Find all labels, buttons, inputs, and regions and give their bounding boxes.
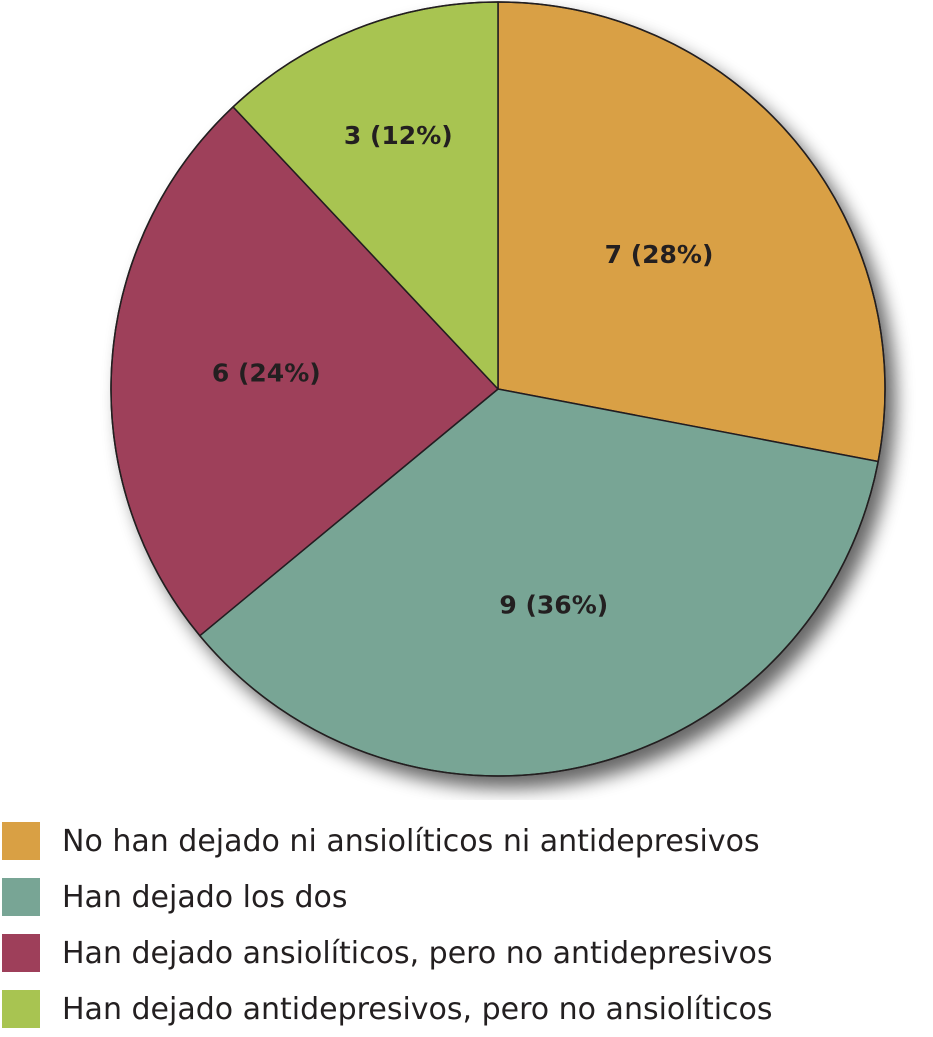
slice-label-2: 9 (36%)	[499, 590, 608, 619]
legend-swatch	[2, 990, 40, 1028]
legend-label: Han dejado ansiolíticos, pero no antidep…	[62, 935, 773, 971]
legend-label: Han dejado los dos	[62, 879, 348, 915]
legend-label: Han dejado antidepresivos, pero no ansio…	[62, 991, 773, 1027]
pie-slices	[110, 1, 886, 777]
legend-swatch	[2, 878, 40, 916]
pie-slice-1	[497, 1, 886, 463]
legend-label: No han dejado ni ansiolíticos ni antidep…	[62, 823, 760, 859]
pie-outline	[110, 1, 886, 777]
pie-labels: 7 (28%) 9 (36%) 6 (24%) 3 (12%)	[212, 121, 713, 619]
legend: No han dejado ni ansiolíticos ni antidep…	[2, 813, 927, 1037]
legend-item: No han dejado ni ansiolíticos ni antidep…	[2, 813, 927, 869]
slice-label-4: 3 (12%)	[344, 121, 453, 150]
legend-item: Han dejado los dos	[2, 869, 927, 925]
legend-item: Han dejado antidepresivos, pero no ansio…	[2, 981, 927, 1037]
legend-swatch	[2, 934, 40, 972]
legend-swatch	[2, 822, 40, 860]
slice-label-1: 7 (28%)	[605, 240, 714, 269]
pie-chart: 7 (28%) 9 (36%) 6 (24%) 3 (12%)	[110, 1, 886, 777]
slice-label-3: 6 (24%)	[212, 358, 321, 387]
legend-item: Han dejado ansiolíticos, pero no antidep…	[2, 925, 927, 981]
